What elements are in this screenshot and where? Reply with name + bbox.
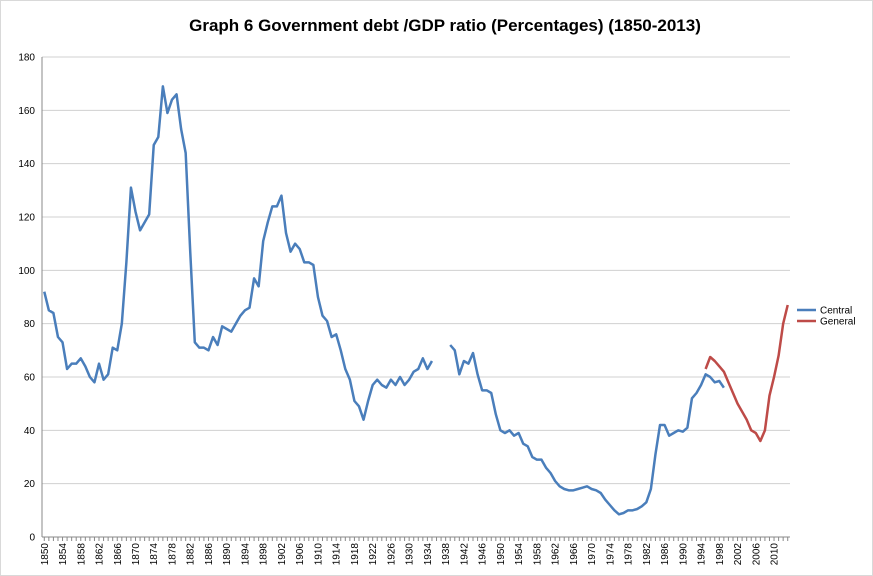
y-tick-label: 80: [24, 319, 36, 330]
y-tick-label: 120: [18, 213, 35, 224]
x-tick-label: 1886: [204, 543, 215, 566]
x-tick-label: 1914: [332, 543, 343, 566]
x-tick-label: 1950: [496, 543, 507, 566]
y-tick-label: 0: [29, 533, 35, 544]
x-tick-label: 1894: [240, 543, 251, 566]
y-tick-label: 60: [24, 373, 36, 384]
x-tick-label: 2006: [751, 543, 762, 566]
x-tick-label: 1890: [222, 543, 233, 566]
x-tick-label: 1926: [386, 543, 397, 566]
x-tick-label: 1962: [551, 543, 562, 566]
x-tick-label: 1854: [58, 543, 69, 566]
x-tick-label: 1910: [313, 543, 324, 566]
x-tick-label: 1938: [441, 543, 452, 566]
x-tick-label: 1998: [715, 543, 726, 566]
x-tick-label: 1994: [697, 543, 708, 566]
x-tick-label: 1982: [642, 543, 653, 566]
x-tick-label: 1902: [277, 543, 288, 566]
x-tick-label: 1918: [350, 543, 361, 566]
x-tick-label: 1866: [113, 543, 124, 566]
x-tick-label: 1870: [131, 543, 142, 566]
y-tick-label: 20: [24, 479, 36, 490]
x-tick-label: 1942: [459, 543, 470, 566]
x-tick-label: 1874: [149, 543, 160, 566]
x-tick-label: 2010: [770, 543, 781, 566]
x-tick-label: 1966: [569, 543, 580, 566]
x-tick-label: 1930: [405, 543, 416, 566]
x-tick-label: 2002: [733, 543, 744, 566]
y-tick-label: 180: [18, 53, 35, 64]
y-tick-label: 40: [24, 426, 36, 437]
x-tick-label: 1898: [259, 543, 270, 566]
x-tick-label: 1850: [40, 543, 51, 566]
x-tick-label: 1934: [423, 543, 434, 566]
x-tick-label: 1878: [167, 543, 178, 566]
x-tick-label: 1882: [186, 543, 197, 566]
x-tick-label: 1974: [605, 543, 616, 566]
x-tick-label: 1970: [587, 543, 598, 566]
x-tick-label: 1978: [624, 543, 635, 566]
x-tick-label: 1958: [532, 543, 543, 566]
legend-label: Central: [820, 306, 852, 317]
x-tick-label: 1954: [514, 543, 525, 566]
x-tick-label: 1862: [95, 543, 106, 566]
legend-label: General: [820, 317, 856, 328]
chart-title: Graph 6 Government debt /GDP ratio (Perc…: [189, 16, 701, 35]
y-tick-label: 100: [18, 266, 35, 277]
y-tick-label: 160: [18, 106, 35, 117]
series-line: [43, 85, 725, 516]
x-tick-label: 1858: [76, 543, 87, 566]
y-tick-label: 140: [18, 159, 35, 170]
x-tick-label: 1990: [678, 543, 689, 566]
x-tick-label: 1922: [368, 543, 379, 566]
x-tick-label: 1986: [660, 543, 671, 566]
series-line: [704, 304, 789, 443]
x-tick-label: 1906: [295, 543, 306, 566]
x-tick-label: 1946: [478, 543, 489, 566]
